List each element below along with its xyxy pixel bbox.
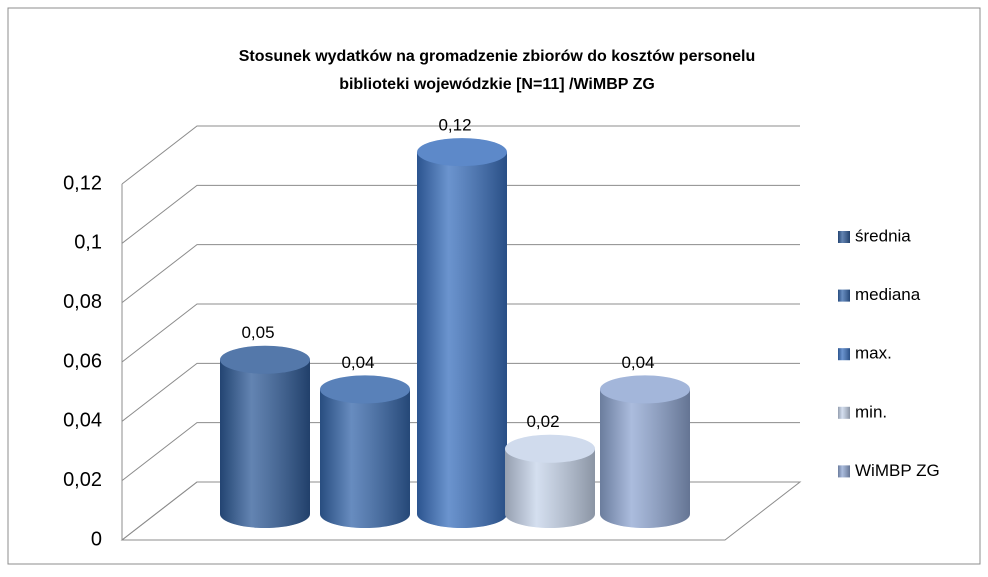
grid-line [121,244,800,304]
legend-swatch-shade [838,231,850,243]
bar-shade [417,152,507,529]
y-tick-label: 0,1 [74,232,102,254]
bar-top [320,375,410,404]
y-tick-label: 0,08 [63,291,102,313]
bar-shade [220,359,310,528]
bar-top-shine [600,375,690,404]
bar-top-shine [220,345,310,374]
legend-label: max. [855,344,892,363]
legend-swatch-shade [838,348,850,361]
bar-top [600,375,690,404]
grid-line [121,184,800,244]
data-label: 0,05 [241,323,274,342]
grid-line [121,362,800,422]
bar-shade [600,389,690,528]
y-tick-label: 0,06 [63,350,102,372]
bar-top-shine [417,138,507,167]
legend-label: średnia [855,226,911,245]
legend-swatch-shade [838,406,850,419]
data-label: 0,04 [341,353,374,372]
grid-line [121,481,800,541]
legend-label: mediana [855,285,921,304]
bar-top [220,345,310,374]
data-label: 0,02 [526,412,559,431]
chart-title: biblioteki wojewódzkie [N=11] /WiMBP ZG [339,76,655,93]
y-tick-label: 0,02 [63,469,102,491]
bar-top [417,138,507,167]
y-tick-label: 0 [91,528,102,550]
bar-top-shine [505,434,595,463]
legend-label: min. [855,402,887,421]
bar-top-shine [320,375,410,404]
bar-top [505,434,595,463]
grid-line [121,125,800,185]
y-tick-label: 0,12 [63,172,102,194]
grid-line [121,303,800,363]
bar-shade [320,389,410,528]
y-tick-label: 0,04 [63,410,102,432]
grid-line [121,422,800,482]
legend-label: WiMBP ZG [855,461,940,480]
data-label: 0,04 [621,353,654,372]
legend-swatch-shade [838,289,850,302]
data-label: 0,12 [438,116,471,135]
legend-swatch-shade [838,465,850,478]
bar-shade [505,448,595,528]
chart-title: Stosunek wydatków na gromadzenie zbiorów… [239,48,756,65]
